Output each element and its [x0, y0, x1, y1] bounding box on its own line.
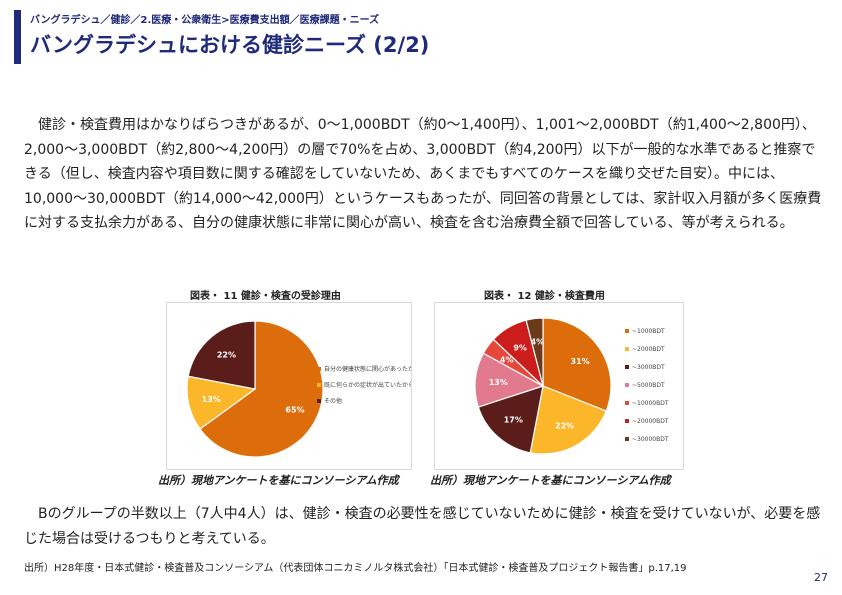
legend-label: ~20000BDT	[632, 418, 669, 425]
page-number: 27	[814, 571, 828, 584]
figure-11-pie-svg: 65% 13% 22% 自分の健康状態に関心があったから既に何らかの症状が出ていたから…	[186, 320, 411, 458]
legend-label: ~2000BDT	[632, 346, 665, 353]
pie-data-label: 65%	[285, 405, 304, 414]
legend-label: ~30000BDT	[632, 436, 669, 443]
pie-slice	[529, 385, 608, 455]
figure-11-chart: 65% 13% 22% 自分の健康状態に関心があったから 既に何らかの症状が出ていたから…	[166, 302, 412, 470]
pie-data-label: 4%	[531, 337, 545, 346]
breadcrumb: バングラデシュ／健診／2.医療・公衆衛生>医療費支出額／医療課題・ニーズ	[30, 15, 380, 26]
pie-data-label: 22%	[555, 421, 574, 430]
figure-11-title: 図表・ 11 健診・検査の受診理由	[190, 291, 341, 302]
legend-swatch	[625, 383, 629, 387]
pie-data-label: 13%	[489, 378, 508, 387]
pie-data-label: 17%	[504, 416, 523, 425]
pie-slice	[525, 317, 544, 387]
figure-11-source: 出所）現地アンケートを基にコンソーシアム作成	[158, 474, 399, 487]
pie-data-label: 4%	[500, 356, 514, 365]
pie-slice	[187, 320, 256, 390]
pie-slice	[474, 352, 545, 408]
legend-label: 自分の健康状態に関心があったから	[324, 365, 411, 373]
legend-label: 既に何らかの症状が出ていたから	[324, 381, 411, 389]
legend-swatch	[625, 437, 629, 441]
legend-label: ~3000BDT	[632, 364, 665, 371]
pie-data-label: 9%	[513, 343, 527, 352]
legend-swatch	[625, 365, 629, 369]
pie-slice	[477, 385, 544, 454]
legend-label: その他	[324, 397, 342, 405]
figure-12-chart: 31% 22% 17% 13% 4% 9% 4% ~1000BDT ~2000BDT ~3000B…	[434, 302, 684, 470]
pie-data-label: 13%	[202, 395, 221, 404]
body-paragraph-1: 健診・検査費用はかなりばらつきがあるが、0～1,000BDT（約0～1,400円…	[24, 117, 822, 231]
legend-swatch	[317, 383, 321, 387]
body-paragraph-2: Bのグループの半数以上（7人中4人）は、健診・検査の必要性を感じていないために健…	[24, 506, 821, 547]
figure-12-pie-svg: 31% 22% 17% 13% 4% 9% 4% ~1000BDT ~2000BDT ~3000B…	[474, 317, 669, 455]
pie-slice	[542, 317, 612, 412]
page-title: バングラデシュにおける健診ニーズ (2/2)	[30, 33, 430, 57]
legend-swatch	[625, 329, 629, 333]
figure-12-source: 出所）現地アンケートを基にコンソーシアム作成	[430, 474, 671, 487]
legend-swatch	[317, 399, 321, 403]
legend-swatch	[625, 419, 629, 423]
legend-swatch	[625, 347, 629, 351]
pie-data-label: 31%	[571, 357, 590, 366]
title-accent-bar	[14, 10, 21, 64]
legend-label: ~10000BDT	[632, 400, 669, 407]
footer-source: 出所）H28年度・日本式健診・検査普及コンソーシアム（代表団体コニカミノルタ株式…	[24, 563, 687, 574]
figure-12-title: 図表・ 12 健診・検査費用	[484, 291, 605, 302]
legend-swatch	[625, 401, 629, 405]
pie-slice	[186, 375, 257, 430]
legend-label: ~1000BDT	[632, 328, 665, 335]
pie-slice	[199, 320, 324, 458]
pie-data-label: 22%	[217, 350, 236, 359]
legend-label: ~5000BDT	[632, 382, 665, 389]
legend-swatch	[317, 367, 321, 371]
